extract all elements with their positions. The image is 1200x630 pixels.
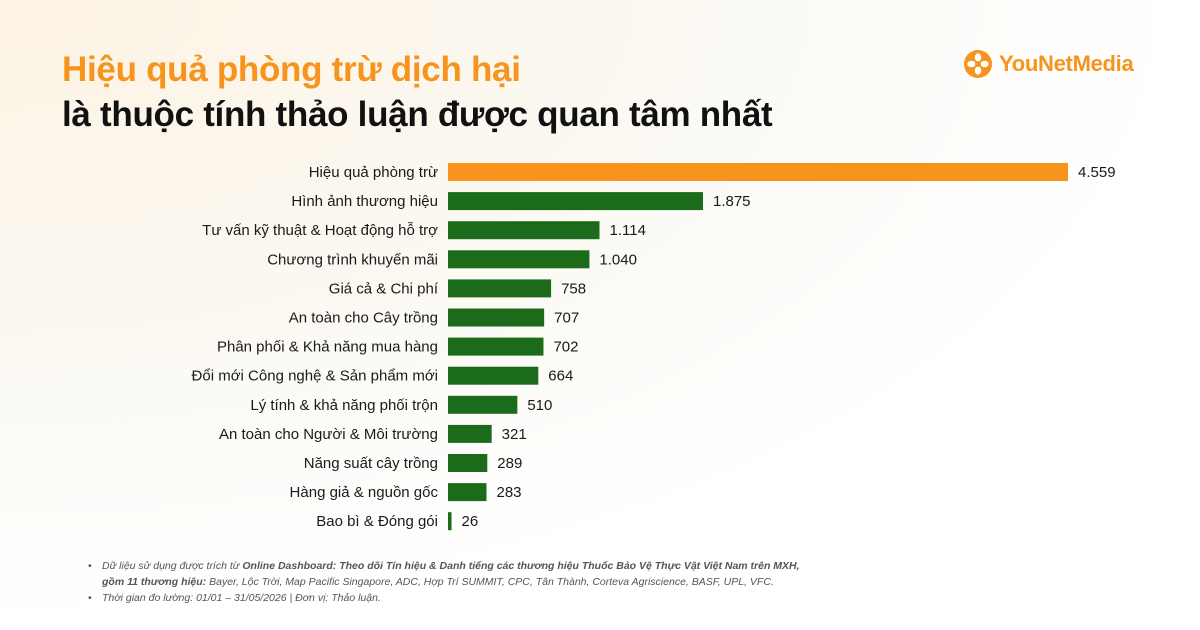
footnote-brands-label: gồm 11 thương hiệu: bbox=[102, 576, 207, 588]
bar bbox=[448, 512, 452, 531]
bar-chart: Hiệu quả phòng trừ 4.559 Hình ảnh thương h… bbox=[192, 163, 1116, 531]
value-label: 321 bbox=[502, 426, 527, 443]
bar bbox=[448, 424, 492, 443]
value-label: 283 bbox=[496, 484, 521, 501]
bar bbox=[448, 221, 600, 240]
value-label: 510 bbox=[527, 397, 552, 414]
bar bbox=[448, 192, 703, 211]
value-label: 1.875 bbox=[713, 193, 751, 210]
category-label: Hàng giả & nguồn gốc bbox=[290, 484, 439, 501]
bar bbox=[448, 483, 487, 502]
value-label: 289 bbox=[497, 455, 522, 472]
bar bbox=[448, 366, 539, 385]
category-label: An toàn cho Cây trồng bbox=[289, 310, 438, 327]
bar bbox=[448, 454, 488, 472]
value-label: 702 bbox=[553, 339, 578, 356]
category-label: Giá cả & Chi phí bbox=[329, 280, 439, 297]
footnote-source: Dữ liệu sử dụng được trích từ Online Das… bbox=[88, 558, 988, 590]
category-label: Bao bì & Đóng gói bbox=[316, 513, 438, 530]
footnotes: Dữ liệu sử dụng được trích từ Online Das… bbox=[88, 558, 988, 606]
logo-text: YouNetMedia bbox=[999, 51, 1134, 76]
bar bbox=[448, 250, 590, 269]
chart-title-line-1: Hiệu quả phòng trừ dịch hại bbox=[62, 50, 521, 89]
value-label: 758 bbox=[561, 280, 586, 297]
footnote-period: Thời gian đo lường: 01/01 – 31/05/2026 |… bbox=[88, 590, 988, 606]
bar bbox=[448, 308, 545, 327]
footnote-brands-list: Bayer, Lộc Trời, Map Pacific Singapore, … bbox=[206, 576, 774, 588]
value-label: 1.040 bbox=[599, 251, 637, 268]
bar bbox=[448, 279, 552, 298]
chart-title-line-2: là thuộc tính thảo luận được quan tâm nh… bbox=[62, 95, 773, 134]
bar bbox=[448, 395, 518, 414]
younet-flower-icon bbox=[964, 50, 992, 78]
value-label: 707 bbox=[554, 310, 579, 327]
category-label: Năng suất cây trồng bbox=[304, 455, 438, 472]
younet-media-logo: YouNetMedia bbox=[963, 46, 1134, 82]
category-label: Lý tính & khả năng phối trộn bbox=[250, 397, 438, 414]
footnote-source-dashboard: Online Dashboard: Theo dõi Tín hiệu & Da… bbox=[242, 560, 800, 572]
category-label: Hình ảnh thương hiệu bbox=[291, 193, 438, 210]
bar bbox=[448, 163, 1068, 181]
footnote-source-prefix: Dữ liệu sử dụng được trích từ bbox=[102, 560, 243, 572]
category-label: Hiệu quả phòng trừ bbox=[309, 164, 438, 181]
bar bbox=[448, 337, 544, 356]
category-label: Tư vấn kỹ thuật & Hoạt động hỗ trợ bbox=[202, 222, 438, 239]
value-label: 4.559 bbox=[1078, 164, 1116, 181]
category-label: Phân phối & Khả năng mua hàng bbox=[217, 339, 438, 356]
category-label: Đổi mới Công nghệ & Sản phẩm mới bbox=[192, 368, 438, 385]
category-label: An toàn cho Người & Môi trường bbox=[219, 426, 438, 443]
value-label: 1.114 bbox=[609, 222, 645, 239]
value-label: 664 bbox=[548, 368, 573, 385]
value-label: 26 bbox=[462, 513, 479, 530]
category-label: Chương trình khuyến mãi bbox=[267, 251, 438, 268]
